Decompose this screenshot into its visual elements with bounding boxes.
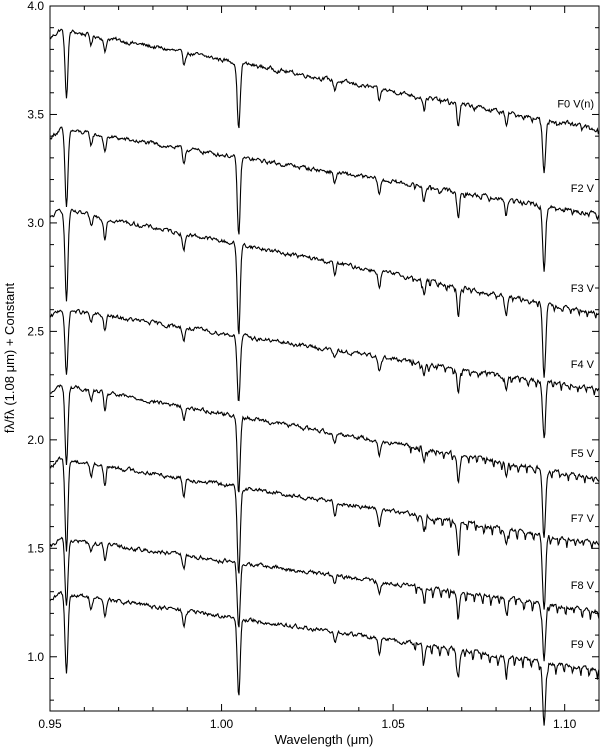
spectrum-line [49, 308, 600, 439]
series-label: F4 V [571, 359, 595, 371]
y-tick-label: 1.5 [27, 541, 44, 555]
series-label: F3 V [571, 283, 595, 295]
y-tick-label: 2.0 [27, 433, 44, 447]
spectrum-line [49, 28, 600, 174]
series-label: F0 V(n) [557, 99, 594, 111]
spectrum-line [49, 384, 600, 538]
series-label: F9 V [571, 639, 595, 651]
series-labels: F0 V(n) F2 V F3 V F4 V F5 V F7 V F8 V F9 V [557, 99, 594, 651]
series-label: F2 V [571, 183, 595, 195]
y-tick-label: 3.0 [27, 216, 44, 230]
x-axis-title: Wavelength (μm) [275, 732, 374, 747]
spectrum-line [49, 590, 600, 726]
x-tick-label: 1.10 [553, 717, 577, 731]
spectrum-line [49, 456, 600, 610]
x-tick-label: 1.00 [210, 717, 234, 731]
spectra-curves [49, 28, 600, 726]
spectrum-line [49, 208, 600, 378]
series-label: F5 V [571, 448, 595, 460]
spectrum-line [49, 126, 600, 272]
y-tick-label: 4.0 [27, 0, 44, 13]
y-tick-label: 2.5 [27, 324, 44, 338]
plot-frame [49, 5, 600, 712]
y-axis-title: fλ/fλ (1.08 μm) + Constant [2, 283, 17, 434]
spectrum-line [49, 536, 600, 662]
series-label: F8 V [571, 580, 595, 592]
x-tick-label: 0.95 [38, 717, 62, 731]
x-tick-label: 1.05 [381, 717, 405, 731]
axis-ticks: 0.95 1.00 1.05 1.10 1.0 1.5 2.0 2.5 3.0 3.5 4.0 [27, 0, 599, 731]
series-label: F7 V [571, 513, 595, 525]
y-tick-label: 3.5 [27, 107, 44, 121]
y-tick-label: 1.0 [27, 650, 44, 664]
